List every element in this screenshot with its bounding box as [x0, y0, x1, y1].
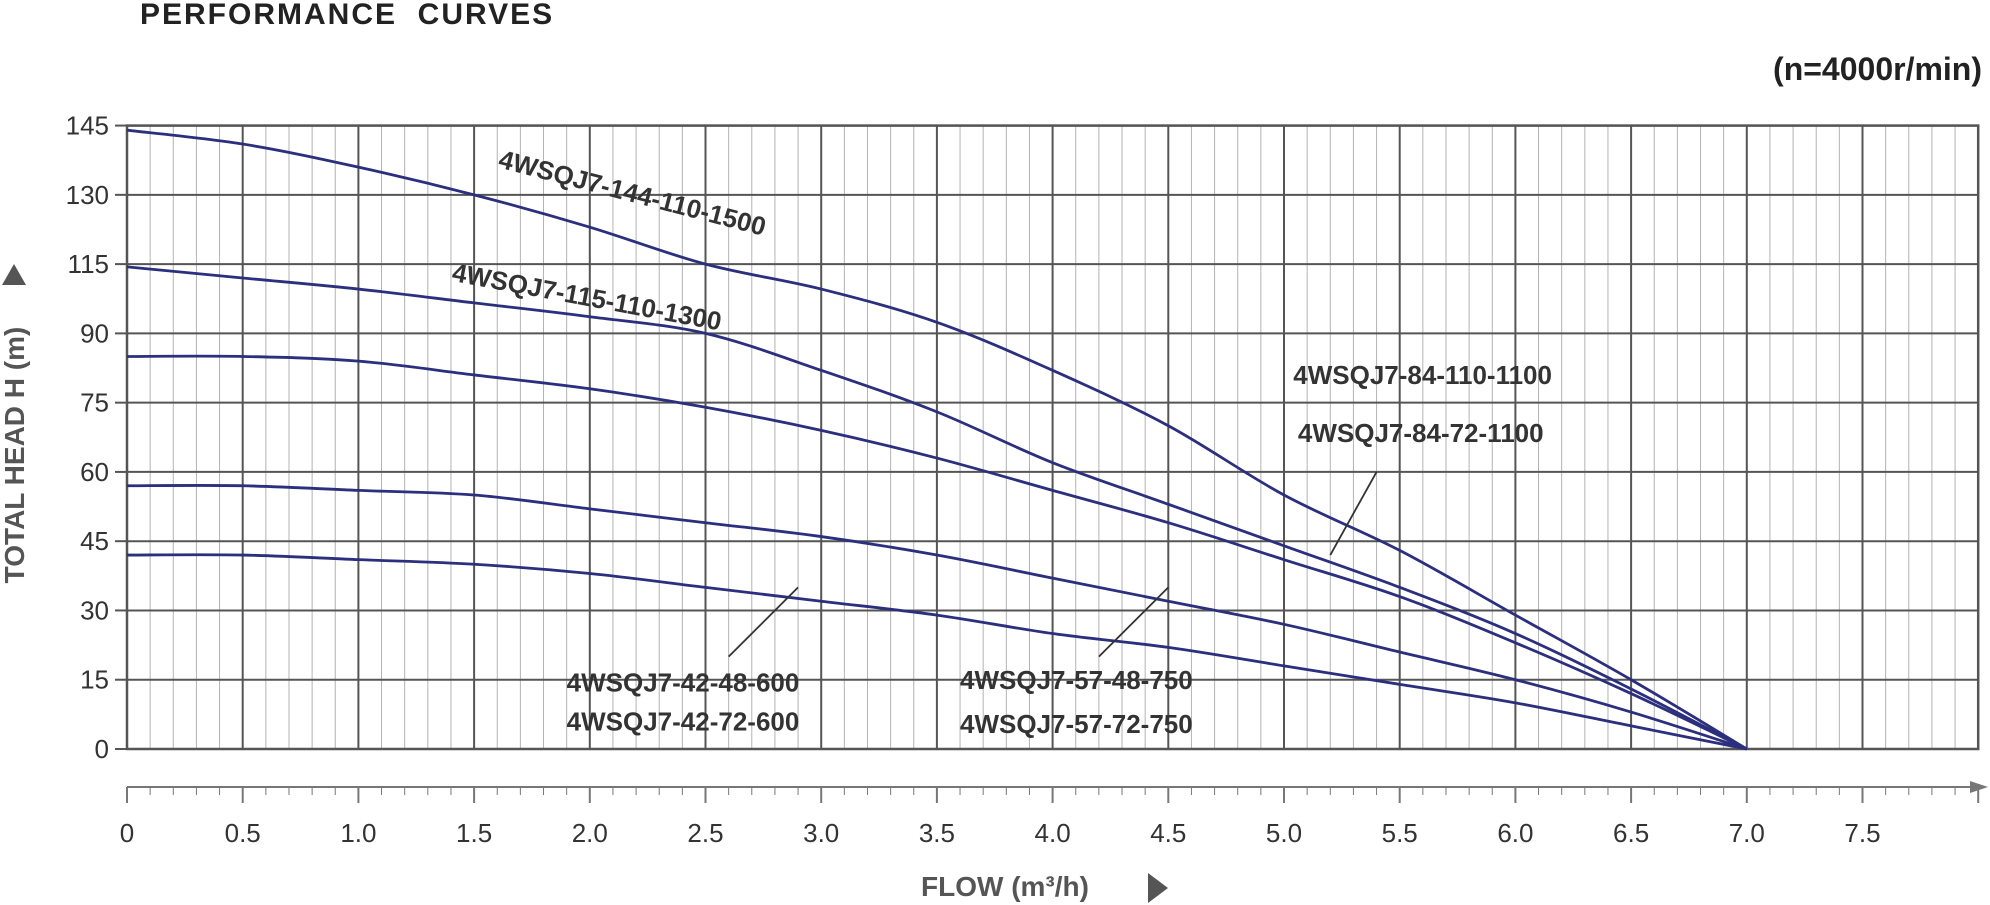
x-tick-label: 7.0	[1729, 818, 1765, 848]
series-label: 4WSQJ7-57-72-750	[960, 709, 1193, 739]
x-axis-arrow-icon	[1148, 873, 1168, 903]
leader-line	[728, 586, 799, 658]
curve-series-4	[126, 484, 1748, 751]
leader-lines	[728, 471, 1378, 658]
y-tick-labels: 0 15 30 45 60 75 90 115 130 145	[66, 111, 109, 764]
y-tick-label: 115	[68, 249, 109, 279]
series-label: 4WSQJ7-42-72-600	[567, 707, 800, 737]
curve-series-2	[126, 265, 1748, 751]
curve-series-5	[126, 553, 1748, 751]
x-tick-label: 0	[120, 818, 134, 848]
curve-series-3	[126, 354, 1748, 751]
axes	[115, 124, 1988, 803]
series-label: 4WSQJ7-57-48-750	[960, 665, 1193, 695]
x-tick-label: 7.5	[1844, 818, 1880, 848]
leader-line	[1098, 586, 1169, 658]
series-label: 4WSQJ7-84-72-1100	[1298, 418, 1544, 448]
y-tick-label: 90	[80, 318, 109, 348]
y-tick-label: 145	[66, 111, 109, 141]
x-tick-label: 5.0	[1266, 818, 1302, 848]
y-tick-label: 130	[66, 180, 109, 210]
plot-frame	[125, 124, 1980, 751]
x-tick-label: 0.5	[225, 818, 261, 848]
y-tick-label: 45	[80, 526, 109, 556]
curves	[126, 128, 1748, 751]
x-tick-label: 6.0	[1497, 818, 1533, 848]
leader-line	[1329, 471, 1378, 556]
x-tick-label: 5.5	[1382, 818, 1418, 848]
y-tick-label: 60	[80, 457, 109, 487]
x-tick-labels: 0 0.5 1.0 1.5 2.0 2.5 3.0 3.5 4.0 4.5 5.0 5.5 6.0 6.5…	[120, 818, 1881, 848]
series-label: 4WSQJ7-144-110-1500	[496, 144, 769, 242]
series-label: 4WSQJ7-84-110-1100	[1293, 360, 1552, 390]
x-tick-label: 3.5	[919, 818, 955, 848]
x-tick-label: 2.5	[687, 818, 723, 848]
chart-title: PERFORMANCE CURVES	[140, 0, 554, 31]
x-tick-label: 4.0	[1035, 818, 1071, 848]
y-axis-arrow-icon	[2, 264, 26, 285]
series-label: 4WSQJ7-42-48-600	[567, 667, 800, 697]
x-axis-title: FLOW (m³/h)	[921, 871, 1089, 902]
y-axis-title: TOTAL HEAD H (m)	[0, 327, 30, 584]
minor-grid	[149, 125, 1956, 749]
y-tick-label: 30	[80, 595, 109, 625]
curve-series-1	[126, 128, 1748, 751]
x-tick-label: 2.0	[572, 818, 608, 848]
x-tick-label: 6.5	[1613, 818, 1649, 848]
y-tick-label: 15	[80, 665, 109, 695]
x-tick-label: 3.0	[803, 818, 839, 848]
y-tick-label: 0	[95, 734, 109, 764]
speed-label: (n=4000r/min)	[1773, 51, 1982, 87]
x-tick-label: 1.5	[456, 818, 492, 848]
x-tick-label: 4.5	[1150, 818, 1186, 848]
y-tick-label: 75	[80, 388, 109, 418]
x-tick-label: 1.0	[340, 818, 376, 848]
